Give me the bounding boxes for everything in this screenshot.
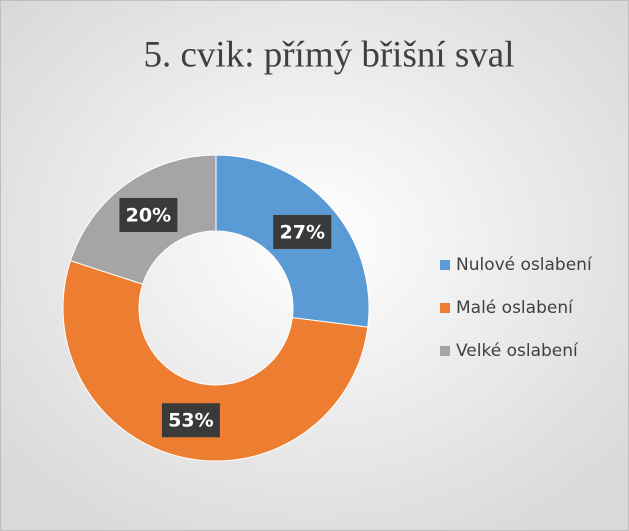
- legend-label: Malé oslabení: [456, 298, 574, 318]
- data-label-box: [273, 214, 332, 249]
- data-label: 53%: [168, 410, 213, 432]
- legend-label: Velké oslabení: [456, 341, 579, 361]
- data-label: 20%: [126, 204, 171, 226]
- legend-swatch: [440, 260, 450, 270]
- legend-label: Nulové oslabení: [456, 255, 593, 275]
- chart-title: 5. cvik: přímý břišní sval: [144, 34, 515, 75]
- slice: [62, 260, 369, 462]
- legend-swatch: [440, 303, 450, 313]
- data-label-box: [119, 197, 178, 232]
- legend-swatch: [440, 346, 450, 356]
- data-label-box: [161, 403, 220, 438]
- data-label: 27%: [280, 221, 325, 243]
